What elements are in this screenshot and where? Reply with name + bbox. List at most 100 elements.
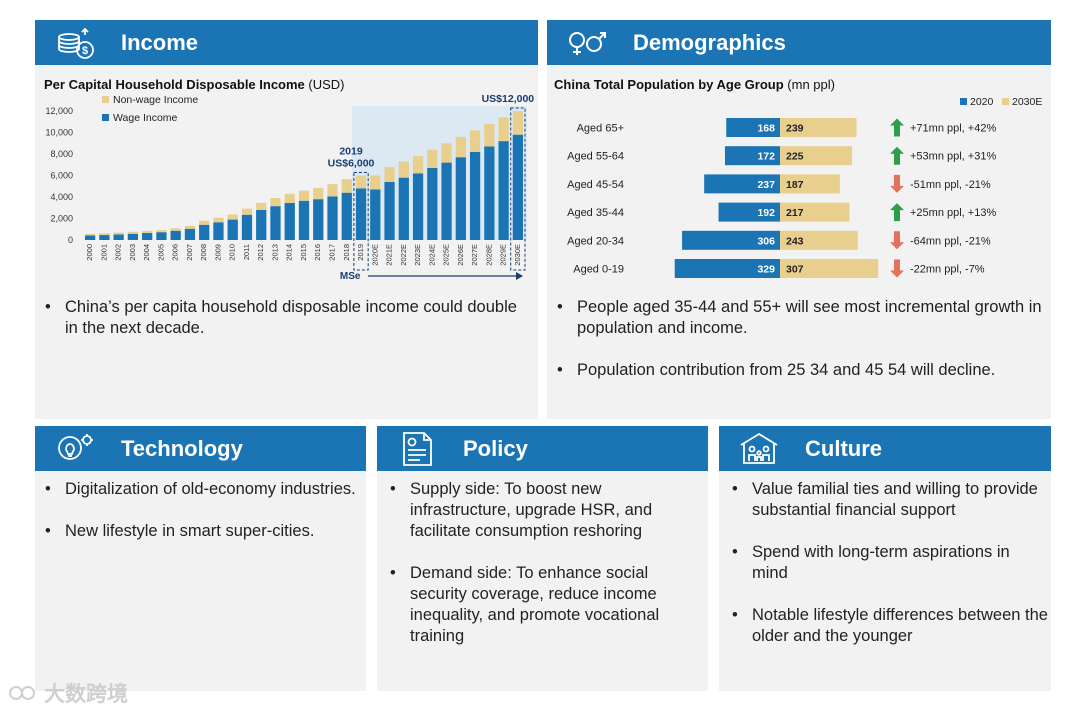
technology-bullet: Digitalization of old-economy industries… bbox=[37, 479, 357, 500]
nonwage-bar bbox=[127, 231, 139, 234]
legend-label: 2020 bbox=[970, 96, 994, 108]
x-tick-label: 2019 bbox=[356, 244, 365, 261]
bar-2020 bbox=[682, 230, 780, 250]
source-label: MSe bbox=[340, 271, 361, 282]
culture-header: Culture bbox=[719, 426, 1051, 471]
x-tick-label: 2001 bbox=[99, 244, 108, 261]
nonwage-bar bbox=[227, 214, 238, 220]
y-tick-label: 6,000 bbox=[50, 171, 73, 181]
wage-bar bbox=[384, 181, 395, 240]
x-tick-label: 2029E bbox=[499, 244, 508, 266]
annotation-box bbox=[353, 172, 369, 271]
wage-bar bbox=[427, 167, 438, 240]
nonwage-bar bbox=[469, 130, 481, 152]
gender-symbols-icon bbox=[565, 25, 609, 61]
document-icon bbox=[395, 431, 439, 467]
demographics-panel: Demographics China Total Population by A… bbox=[547, 20, 1051, 419]
income-chart-title-text: Per Capital Household Disposable Income bbox=[44, 77, 305, 92]
value-label-2030e: 243 bbox=[786, 235, 804, 247]
bar-2020 bbox=[726, 118, 780, 137]
demographics-chart-unit: (mn ppl) bbox=[787, 77, 835, 92]
x-tick-label: 2018 bbox=[342, 244, 351, 261]
demographics-chart-title: China Total Population by Age Group (mn … bbox=[554, 77, 835, 92]
nonwage-bar bbox=[355, 175, 367, 189]
wage-bar bbox=[256, 209, 267, 240]
nonwage-bar bbox=[313, 187, 324, 200]
value-label-2030e: 225 bbox=[786, 151, 804, 163]
policy-title: Policy bbox=[463, 435, 528, 461]
wage-bar bbox=[469, 151, 481, 240]
y-tick-label: 8,000 bbox=[50, 149, 73, 159]
y-tick-label: 0 bbox=[68, 235, 73, 245]
watermark-text: 大数跨境 bbox=[44, 683, 128, 706]
technology-header: Technology bbox=[35, 426, 366, 471]
change-label: +53mn ppl, +31% bbox=[910, 151, 996, 163]
wage-bar bbox=[370, 189, 381, 240]
x-tick-label: 2028E bbox=[484, 244, 493, 266]
income-header: $ Income bbox=[35, 20, 538, 65]
wage-bar bbox=[170, 230, 181, 240]
bar-2020 bbox=[674, 259, 780, 278]
lightbulb-gear-icon bbox=[53, 431, 97, 467]
bar-2030e bbox=[780, 146, 852, 166]
nonwage-bar bbox=[441, 143, 452, 163]
x-tick-label: 2012 bbox=[256, 244, 265, 261]
annotation-value: US$12,000 bbox=[482, 93, 535, 105]
income-chart-unit: (USD) bbox=[308, 77, 345, 92]
x-tick-label: 2022E bbox=[399, 244, 408, 266]
wage-bar bbox=[298, 200, 310, 240]
y-tick-label: 12,000 bbox=[45, 106, 73, 116]
up-arrow-icon bbox=[890, 118, 904, 137]
nonwage-bar bbox=[84, 233, 96, 236]
up-arrow-icon bbox=[890, 203, 904, 222]
policy-panel: Policy Supply side: To boost new infrast… bbox=[377, 426, 708, 691]
up-arrow-icon bbox=[890, 146, 904, 165]
nonwage-bar bbox=[484, 123, 495, 147]
nonwage-bar bbox=[398, 161, 409, 178]
nonwage-bar bbox=[184, 225, 196, 229]
nonwage-bar bbox=[512, 111, 524, 135]
change-label: +25mn ppl, +13% bbox=[910, 207, 996, 219]
nonwage-bar bbox=[370, 175, 381, 190]
x-tick-label: 2003 bbox=[128, 244, 137, 261]
svg-text:$: $ bbox=[82, 45, 88, 57]
down-arrow-icon bbox=[890, 231, 904, 250]
watermark-logo-icon bbox=[9, 686, 35, 700]
demographics-title: Demographics bbox=[633, 29, 786, 55]
age-group-label: Aged 0-19 bbox=[573, 264, 624, 276]
nonwage-bar bbox=[341, 179, 352, 193]
wage-bar bbox=[127, 233, 139, 240]
wage-bar bbox=[355, 188, 367, 240]
wage-bar bbox=[484, 146, 495, 240]
projection-arrow-head bbox=[516, 272, 523, 280]
money-stack-icon: $ bbox=[53, 25, 97, 61]
wage-bar bbox=[498, 141, 509, 240]
nonwage-bar bbox=[142, 230, 153, 234]
x-tick-label: 2013 bbox=[270, 244, 279, 261]
age-group-label: Aged 55-64 bbox=[567, 151, 624, 163]
technology-bullet: New lifestyle in smart super-cities. bbox=[37, 521, 357, 542]
bar-2030e bbox=[780, 259, 879, 278]
income-bullets: China’s per capita household disposable … bbox=[37, 297, 527, 339]
technology-panel: Technology Digitalization of old-economy… bbox=[35, 426, 366, 691]
annotation-year: 2030E bbox=[493, 90, 523, 93]
projection-highlight bbox=[351, 106, 527, 240]
demographics-chart-title-text: China Total Population by Age Group bbox=[554, 77, 784, 92]
family-house-icon bbox=[737, 431, 781, 467]
wage-bar bbox=[270, 206, 281, 240]
value-label-2020: 306 bbox=[757, 235, 775, 247]
x-tick-label: 2006 bbox=[171, 244, 180, 261]
x-tick-label: 2020E bbox=[370, 244, 379, 266]
value-label-2030e: 217 bbox=[786, 207, 804, 219]
x-tick-label: 2024E bbox=[427, 244, 436, 266]
technology-bullets: Digitalization of old-economy industries… bbox=[37, 479, 357, 542]
x-tick-label: 2005 bbox=[156, 244, 165, 261]
culture-title: Culture bbox=[805, 435, 882, 461]
income-panel: $ Income Per Capital Household Disposabl… bbox=[35, 20, 538, 419]
nonwage-bar bbox=[256, 202, 267, 210]
x-tick-label: 2030E bbox=[513, 244, 522, 266]
x-tick-label: 2017 bbox=[328, 244, 337, 261]
x-tick-label: 2009 bbox=[213, 244, 222, 261]
legend-label: Wage Income bbox=[113, 112, 178, 124]
legend-swatch bbox=[102, 114, 109, 121]
